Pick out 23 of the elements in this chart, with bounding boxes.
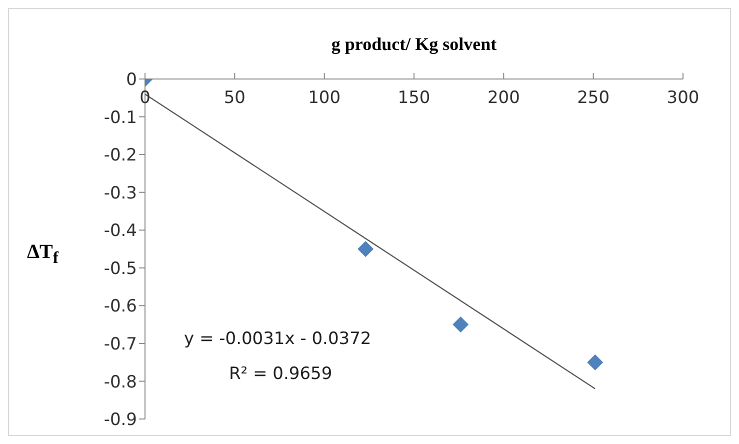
y-tick-label: -0.7 <box>104 334 137 354</box>
y-tick-label: 0 <box>126 70 137 90</box>
y-tick-label: -0.1 <box>104 108 137 128</box>
y-tick-label: -0.8 <box>104 372 137 392</box>
y-axis-title: ΔT$_{f}$ <box>27 241 58 268</box>
point <box>452 316 469 333</box>
x-tick-label: 150 <box>398 88 430 108</box>
x-axis-title: g product/ Kg solvent <box>330 34 498 55</box>
point <box>358 241 374 257</box>
y-tick-label: -0.4 <box>104 221 137 242</box>
y-tick-label: -0.2 <box>104 146 137 166</box>
y-tick-label: -0.9 <box>104 410 137 430</box>
x-tick-label: 300 <box>666 88 700 108</box>
y-tick-label: -0.6 <box>104 296 137 317</box>
y-tick-label: -0.3 <box>104 183 137 204</box>
x-tick-label: 250 <box>577 88 610 108</box>
annotation: y = -0.0031x - 0.0372 <box>184 329 372 349</box>
point <box>587 354 604 370</box>
x-tick-label: 50 <box>224 88 246 108</box>
annotation: R² = 0.9659 <box>229 364 332 384</box>
x-tick-label: 200 <box>487 88 520 108</box>
y-tick-label: -0.5 <box>104 258 137 279</box>
x-tick-label: 100 <box>308 88 341 108</box>
